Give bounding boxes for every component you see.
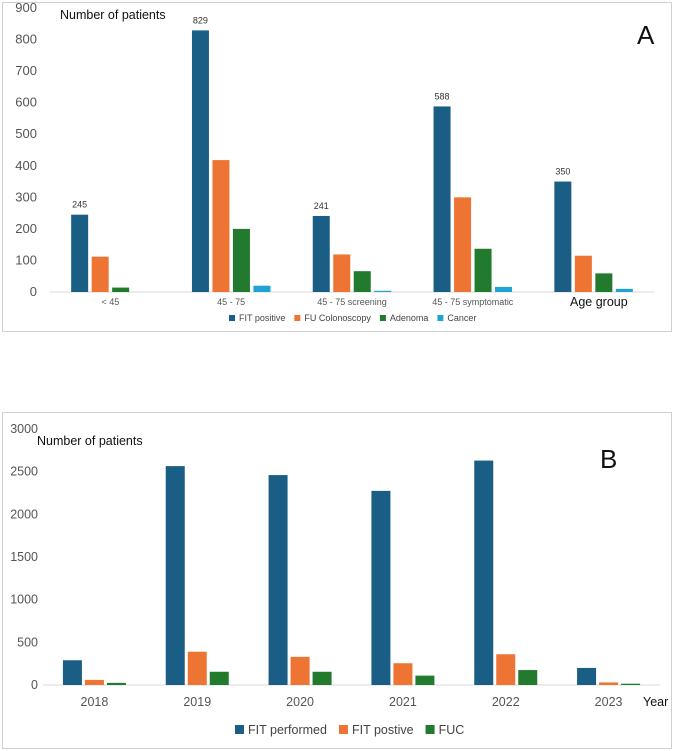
bar-adenoma <box>112 287 130 292</box>
legend-swatch <box>437 315 444 321</box>
bar-fu-colonoscopy <box>333 254 351 292</box>
y-tick-label: 800 <box>15 32 37 47</box>
chart-a-ylabel: Number of patients <box>60 8 166 22</box>
y-tick-label: 2500 <box>10 465 38 479</box>
bar-fit-postive <box>187 651 207 685</box>
y-tick-label: 200 <box>15 221 37 236</box>
x-tick-label: 2022 <box>492 695 520 709</box>
legend-swatch <box>229 315 235 321</box>
data-label: 829 <box>193 15 208 25</box>
x-tick-label: 45 - 75 <box>217 297 245 307</box>
bar-fu-colonoscopy <box>91 256 109 292</box>
bar-fit-positive <box>433 106 451 292</box>
bar-cancer <box>495 286 513 292</box>
data-label: 588 <box>435 91 450 101</box>
x-tick-label: 2021 <box>389 695 417 709</box>
bar-fuc <box>209 671 229 685</box>
legend-swatch <box>338 725 348 734</box>
y-tick-label: 3000 <box>10 422 38 436</box>
bar-fit-postive <box>496 654 516 685</box>
chart-a-panel-letter: A <box>637 20 655 50</box>
x-tick-label: 2023 <box>595 695 623 709</box>
x-tick-label: 2019 <box>183 695 211 709</box>
bar-cancer <box>615 288 633 292</box>
x-tick-label: 45 - 75 symptomatic <box>432 297 514 307</box>
bar-fit-performed <box>165 466 185 685</box>
bar-fuc <box>518 670 538 685</box>
chart-b-ylabel: Number of patients <box>37 434 143 448</box>
chart-b-xlabel: Year <box>643 695 668 709</box>
y-tick-label: 0 <box>30 284 37 299</box>
bar-fuc <box>621 683 641 685</box>
y-tick-label: 600 <box>15 95 37 110</box>
x-tick-label: < 45 <box>102 297 120 307</box>
bar-cancer <box>374 290 392 292</box>
bar-fit-postive <box>393 663 413 685</box>
y-tick-label: 2000 <box>10 507 38 521</box>
data-label: 241 <box>314 201 329 211</box>
x-tick-label: 2018 <box>81 695 109 709</box>
x-tick-label: 2020 <box>286 695 314 709</box>
bar-fit-positive <box>191 30 209 292</box>
bar-adenoma <box>353 271 371 292</box>
bar-fit-positive <box>554 181 572 292</box>
legend-label: Cancer <box>447 313 476 323</box>
bar-adenoma <box>595 273 613 292</box>
legend-swatch <box>294 315 301 321</box>
data-label: 245 <box>72 200 87 210</box>
legend-swatch <box>235 725 244 734</box>
bar-fuc <box>415 675 435 685</box>
x-tick-label: 45 - 75 screening <box>317 297 387 307</box>
bar-fit-postive <box>290 656 310 685</box>
legend-label: FIT performed <box>248 723 327 737</box>
bar-cancer <box>253 285 271 292</box>
bar-fu-colonoscopy <box>212 160 230 292</box>
y-tick-label: 100 <box>15 252 37 267</box>
bar-adenoma <box>474 248 492 292</box>
legend-swatch <box>425 725 435 734</box>
bar-fuc <box>312 671 332 685</box>
bar-fit-performed <box>62 660 82 685</box>
bar-fit-performed <box>474 460 494 685</box>
legend-label: FIT postive <box>352 723 414 737</box>
y-tick-label: 400 <box>15 158 37 173</box>
y-tick-label: 300 <box>15 189 37 204</box>
y-tick-label: 900 <box>15 0 37 15</box>
legend-label: FUC <box>439 723 465 737</box>
bar-fit-positive <box>71 214 89 292</box>
y-tick-label: 500 <box>15 126 37 141</box>
bar-fit-performed <box>371 490 391 685</box>
bar-fit-positive <box>312 215 330 292</box>
y-tick-label: 1500 <box>10 550 38 564</box>
y-tick-label: 0 <box>31 678 38 692</box>
bar-fuc <box>106 682 126 685</box>
bar-fu-colonoscopy <box>454 197 472 292</box>
data-label: 350 <box>555 167 570 177</box>
bar-fit-postive <box>84 679 104 685</box>
chart-a-xlabel: Age group <box>570 295 628 309</box>
legend-label: Adenoma <box>390 313 429 323</box>
bar-fu-colonoscopy <box>574 255 592 292</box>
legend-swatch <box>379 315 386 321</box>
chart-panel-b <box>2 412 672 749</box>
y-tick-label: 500 <box>17 635 38 649</box>
chart-b-panel-letter: B <box>600 444 617 474</box>
bar-fit-postive <box>599 682 619 685</box>
legend-label: FU Colonoscopy <box>304 313 371 323</box>
legend-label: FIT positive <box>239 313 285 323</box>
bar-adenoma <box>232 228 250 292</box>
bar-fit-performed <box>268 475 288 685</box>
bar-fit-performed <box>577 667 597 685</box>
y-tick-label: 1000 <box>10 593 38 607</box>
y-tick-label: 700 <box>15 63 37 78</box>
